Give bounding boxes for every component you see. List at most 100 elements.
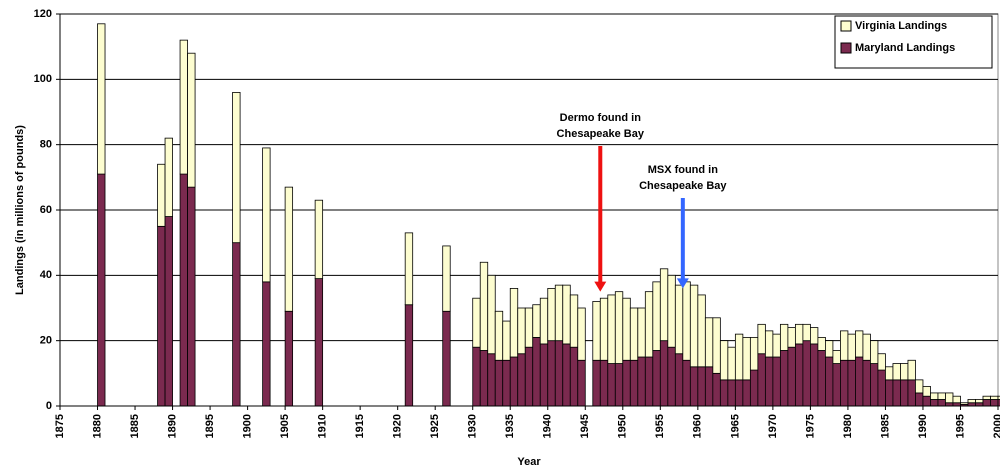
bar-segment: [779, 350, 789, 407]
bar-segment: [232, 242, 241, 407]
bar-segment: [652, 281, 661, 351]
y-tick-label: 20: [40, 335, 52, 347]
bar-segment: [607, 363, 616, 407]
bar-segment: [599, 359, 609, 407]
x-tick-label: 1935: [504, 414, 516, 438]
x-tick-label: 1985: [879, 414, 891, 438]
x-axis-label: Year: [517, 456, 541, 468]
bar-segment: [960, 402, 969, 405]
bar-segment: [749, 336, 759, 371]
bar-segment: [284, 186, 294, 312]
bar-segment: [629, 359, 639, 407]
bar-segment: [554, 340, 564, 407]
bar-segment: [855, 356, 864, 407]
bar-segment: [907, 379, 916, 407]
bar-segment: [817, 336, 826, 351]
bar-segment: [614, 291, 624, 364]
x-tick-label: 1905: [279, 414, 291, 438]
bar-segment: [314, 278, 324, 407]
x-tick-label: 1955: [654, 414, 666, 438]
bar-segment: [652, 350, 661, 407]
x-tick-label: 1875: [54, 414, 66, 438]
bar-segment: [937, 399, 946, 407]
bar-segment: [885, 366, 894, 381]
bar-segment: [930, 392, 939, 400]
y-tick-label: 120: [34, 8, 52, 20]
annotation-text: MSX found in: [648, 164, 719, 176]
bar-segment: [502, 359, 511, 407]
bar-segment: [644, 291, 654, 358]
bar-segment: [802, 323, 811, 342]
y-tick-label: 100: [34, 73, 52, 85]
bar-segment: [539, 343, 549, 407]
x-tick-label: 1930: [467, 414, 479, 438]
bar-segment: [532, 304, 541, 338]
bar-segment: [404, 304, 414, 407]
bar-segment: [930, 399, 939, 407]
bar-segment: [232, 92, 241, 244]
bar-segment: [975, 399, 984, 404]
bar-segment: [719, 379, 729, 407]
bar-segment: [847, 359, 856, 407]
bar-segment: [569, 294, 579, 348]
legend-box: [834, 15, 993, 69]
bar-segment: [622, 297, 631, 361]
bar-segment: [524, 346, 534, 407]
bar-segment: [855, 330, 864, 358]
bar-segment: [494, 310, 504, 361]
bar-segment: [532, 336, 541, 407]
bar-segment: [517, 307, 526, 355]
bar-segment: [539, 297, 549, 345]
x-tick-label: 1880: [91, 414, 103, 438]
bar-segment: [727, 379, 736, 407]
bar-segment: [547, 340, 556, 407]
y-axis-label: Landings (in millions of pounds): [14, 125, 26, 295]
legend-label: Virginia Landings: [855, 20, 947, 32]
bar-segment: [817, 350, 826, 407]
bar-segment: [840, 359, 849, 407]
bar-segment: [892, 363, 901, 381]
bar-segment: [554, 284, 564, 342]
bar-segment: [900, 379, 909, 407]
bar-segment: [472, 297, 481, 348]
bar-segment: [562, 343, 571, 407]
bar-segment: [479, 350, 489, 407]
bar-segment: [157, 225, 166, 407]
bar-segment: [689, 366, 699, 407]
bar-segment: [682, 281, 691, 361]
bar-segment: [629, 307, 639, 361]
y-tick-label: 80: [40, 139, 52, 151]
bar-segment: [599, 297, 609, 361]
bar-segment: [757, 353, 766, 407]
x-tick-label: 1945: [579, 414, 591, 438]
bar-segment: [779, 323, 789, 351]
bar-segment: [569, 346, 579, 407]
bar-segment: [719, 340, 729, 381]
bar-segment: [997, 395, 1000, 400]
bar-segment: [284, 310, 294, 407]
bar-segment: [862, 333, 871, 361]
bar-segment: [915, 379, 924, 394]
bar-segment: [982, 395, 991, 400]
bar-segment: [772, 333, 781, 358]
x-tick-label: 1980: [842, 414, 854, 438]
bar-segment: [562, 284, 571, 345]
legend-swatch: [840, 42, 852, 54]
bar-segment: [502, 320, 511, 361]
bar-segment: [922, 385, 931, 397]
bar-segment: [262, 147, 271, 283]
y-tick-label: 0: [46, 400, 52, 412]
bar-segment: [547, 287, 556, 342]
bar-segment: [577, 359, 586, 407]
bar-segment: [870, 363, 879, 407]
bar-segment: [937, 392, 946, 400]
bar-segment: [862, 359, 871, 407]
bar-segment: [187, 52, 196, 188]
bar-segment: [892, 379, 901, 407]
bar-segment: [442, 245, 451, 312]
bar-segment: [712, 372, 721, 407]
bar-segment: [870, 340, 879, 364]
x-tick-label: 1925: [429, 414, 441, 438]
